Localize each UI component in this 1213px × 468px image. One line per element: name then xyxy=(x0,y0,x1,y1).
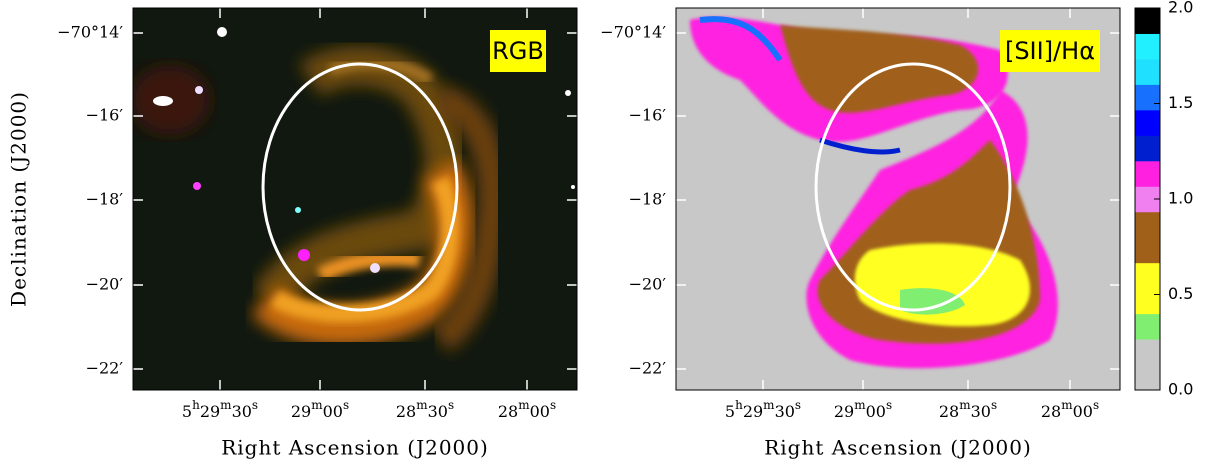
x-axis-label: Right Ascension (J2000) xyxy=(221,436,489,460)
colorbar-segment xyxy=(1135,8,1160,34)
dec-tick-label: −70°14′ xyxy=(600,23,666,42)
panel-label-box xyxy=(1000,30,1100,72)
colorbar-segment xyxy=(1135,135,1160,162)
ra-tick-label: 28m30s xyxy=(939,398,997,421)
ra-tick-label: 28m00s xyxy=(498,398,556,421)
ra-tick-label: 29m00s xyxy=(834,398,892,421)
colorbar-segment xyxy=(1135,339,1160,366)
colorbar-tick-label: 0.5 xyxy=(1168,284,1193,303)
ra-tick-label: 5h29m30s xyxy=(182,398,258,421)
y-axis-label: Declination (J2000) xyxy=(7,91,31,307)
dec-tick-label: −70°14′ xyxy=(57,23,123,42)
dec-tick-label: −20′ xyxy=(629,275,667,294)
colorbar-segment xyxy=(1135,364,1160,391)
image-frame xyxy=(132,7,578,391)
colorbar-tick-label: 0.0 xyxy=(1168,380,1193,399)
colorbar-segment xyxy=(1135,211,1160,238)
ra-tick-label: 28m00s xyxy=(1041,398,1099,421)
dec-tick-label: −16′ xyxy=(629,106,667,125)
tick-marks xyxy=(133,8,1120,390)
colorbar-tick-label: 2.0 xyxy=(1168,0,1193,17)
ra-tick-label: 29m00s xyxy=(291,398,349,421)
colorbar-tick-label: 1.5 xyxy=(1168,93,1193,112)
x-axis-label: Right Ascension (J2000) xyxy=(764,436,1032,460)
colorbar-segment xyxy=(1135,58,1160,85)
ra-tick-label: 5h29m30s xyxy=(725,398,801,421)
colorbar-segment xyxy=(1135,237,1160,264)
panel-label-box xyxy=(490,30,546,72)
colorbar-segment xyxy=(1135,313,1160,340)
colorbar: 0.0 0.5 1.0 1.5 2.0 xyxy=(1134,0,1193,399)
colorbar-segment xyxy=(1135,288,1160,315)
panel-label: [SII]/Hα xyxy=(1005,37,1095,65)
image-frame xyxy=(675,7,1121,391)
colorbar-segment xyxy=(1135,84,1160,111)
panel-label: RGB xyxy=(492,37,544,65)
dec-tick-label: −22′ xyxy=(86,359,124,378)
colorbar-segment xyxy=(1135,33,1160,60)
colorbar-segment xyxy=(1135,160,1160,187)
dec-tick-label: −20′ xyxy=(86,275,124,294)
dec-tick-label: −18′ xyxy=(86,190,124,209)
colorbar-segment xyxy=(1135,262,1160,289)
ra-tick-label: 28m30s xyxy=(396,398,454,421)
colorbar-segment xyxy=(1135,109,1160,136)
dec-tick-label: −22′ xyxy=(629,359,667,378)
ratio-map xyxy=(676,8,1120,390)
dec-tick-label: −18′ xyxy=(629,190,667,209)
colorbar-tick-label: 1.0 xyxy=(1168,189,1193,208)
dec-tick-label: −16′ xyxy=(86,106,124,125)
